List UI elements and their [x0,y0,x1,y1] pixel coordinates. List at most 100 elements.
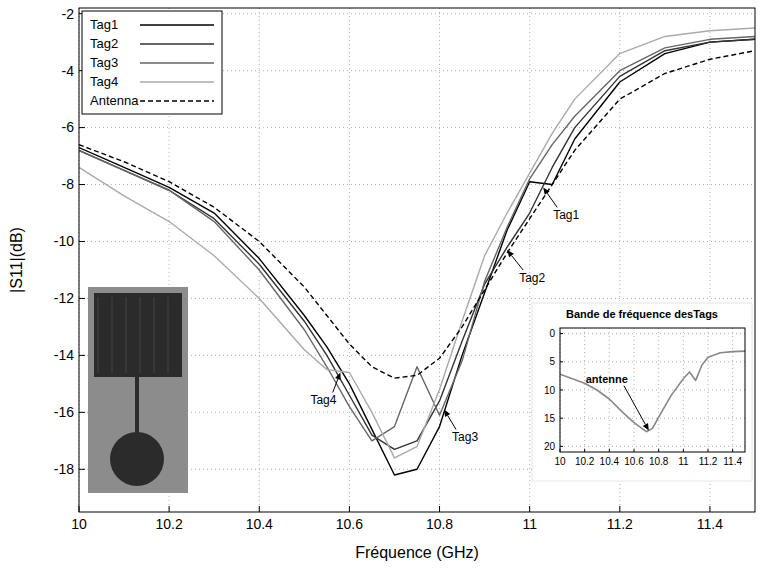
grid-x [439,8,440,512]
photo-texture [168,297,169,373]
x-tick-label: 10 [71,516,87,532]
x-tick [732,449,733,452]
x-tick [658,449,659,452]
x-tick-label: 10.2 [156,516,183,532]
inset-background [532,303,752,481]
legend-swatch [140,62,214,63]
photo-texture [140,297,141,373]
y-tick-label: -18 [54,461,74,477]
x-tick-label: 10.4 [600,456,620,467]
antenna-photo [88,287,188,493]
legend-label: Tag1 [90,17,118,32]
legend-swatch [140,24,214,25]
y-tick [79,241,85,242]
legend-label: Tag4 [90,74,118,89]
y-tick [79,412,85,413]
legend-swatch [140,100,214,101]
grid-y [79,127,755,128]
plot-frame [79,8,755,512]
grid-y [79,241,755,242]
grid-x [529,8,530,512]
y-tick-label: -10 [54,233,74,249]
x-tick [634,449,635,452]
annotation-arrow-head [335,372,341,380]
annotation-arrow-head [543,187,549,194]
legend-label: Antenna [90,93,139,108]
plot-area [560,328,745,452]
y-tick [560,361,563,362]
x-tick-label: 10 [554,456,566,467]
legend-swatch [140,81,214,82]
x-tick-label: 11.4 [723,456,742,467]
legend-box [82,11,222,114]
y-tick [79,298,85,299]
annotation-arrow-head [444,409,450,417]
photo-texture [98,297,99,373]
x-tick [619,506,620,512]
grid-y [560,446,745,447]
x-tick-label: 10.2 [575,456,595,467]
plot-area [79,8,755,512]
grid-x [349,8,350,512]
annotation: Tag1 [553,208,579,222]
x-tick-label: 10.8 [426,516,453,532]
y-tick [79,127,85,128]
x-tick [708,449,709,452]
photo-patch [94,293,182,377]
annotation: Tag3 [452,430,478,444]
grid-x [683,328,684,452]
main-chart: 1010.210.410.610.81111.211.4-18-16-14-12… [8,6,755,561]
inset-title: Bande de fréquence desTags [566,308,718,320]
x-tick [349,506,350,512]
y-tick-label: 5 [549,356,555,367]
y-tick [560,333,563,334]
x-tick [529,506,530,512]
annotation-arrow-line [547,193,557,207]
photo-disc [110,432,164,486]
y-tick [79,184,85,185]
annotation-arrow-line [333,379,338,392]
y-tick [560,418,563,419]
annotation-arrow-head [507,250,514,257]
annotation: Tag2 [519,271,545,285]
photo-texture [126,297,127,373]
x-tick-label: 10.4 [246,516,273,532]
x-tick-label: 11.2 [607,516,633,532]
plot-frame [560,328,745,452]
grid-y [560,333,745,334]
chart: 1010.210.410.610.81111.211.4-18-16-14-12… [0,0,773,574]
y-tick-label: 0 [549,328,555,339]
x-tick [560,449,561,452]
y-tick-label: 15 [544,413,556,424]
photo-background [88,287,188,493]
grid-y [560,390,745,391]
annotation-arrow-line [624,386,646,425]
series-line [560,351,745,432]
annotation-arrow-head [643,423,649,431]
x-tick [259,506,260,512]
x-tick [609,449,610,452]
x-tick [683,449,684,452]
grid-y [560,418,745,419]
y-tick [560,390,563,391]
x-tick-label: 10.6 [336,516,363,532]
y-tick-label: -4 [62,63,75,79]
y-tick-label: -6 [62,119,75,135]
annotation-arrow-line [448,415,456,429]
y-tick [560,446,563,447]
legend-label: Tag2 [90,36,118,51]
x-tick [584,449,585,452]
photo-feed [135,377,139,435]
legend-label: Tag3 [90,55,118,70]
photo-texture [112,297,113,373]
grid-y [560,361,745,362]
y-tick-label: -14 [54,347,74,363]
x-tick [709,506,710,512]
x-tick-label: 10.6 [624,456,644,467]
x-tick-label: 11.4 [697,516,723,532]
x-tick-label: 11 [678,456,689,467]
x-tick-label: 11 [522,516,537,532]
y-tick [79,355,85,356]
x-tick [439,506,440,512]
y-tick-label: 10 [544,385,556,396]
